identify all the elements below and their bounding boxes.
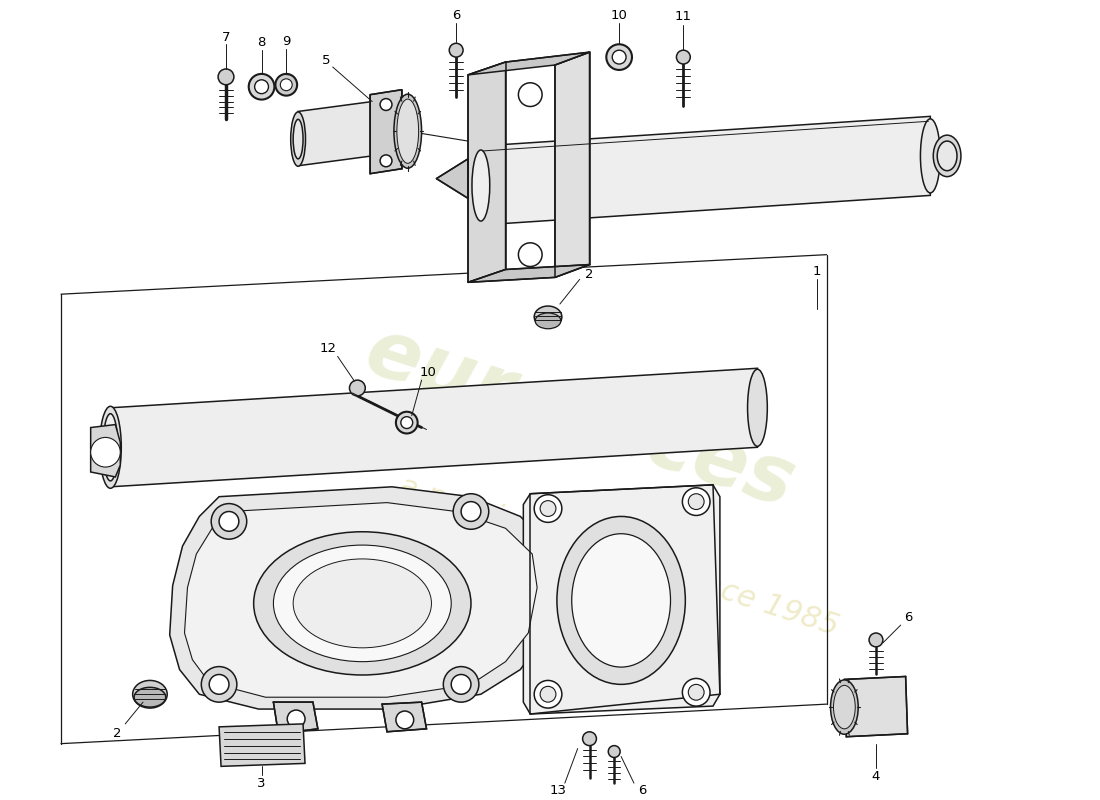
Polygon shape — [437, 159, 468, 198]
Ellipse shape — [748, 370, 768, 446]
Ellipse shape — [830, 680, 858, 734]
Circle shape — [443, 666, 478, 702]
Ellipse shape — [536, 313, 561, 329]
Polygon shape — [382, 702, 427, 732]
Circle shape — [287, 710, 305, 728]
Ellipse shape — [133, 681, 167, 708]
Text: 6: 6 — [638, 783, 646, 797]
Polygon shape — [524, 485, 719, 714]
Polygon shape — [554, 52, 590, 278]
Ellipse shape — [100, 406, 121, 488]
Circle shape — [540, 501, 556, 517]
Polygon shape — [298, 102, 372, 166]
Text: 7: 7 — [222, 31, 230, 44]
Circle shape — [209, 674, 229, 694]
Circle shape — [249, 74, 274, 99]
Ellipse shape — [469, 145, 493, 226]
Circle shape — [518, 82, 542, 106]
Polygon shape — [845, 677, 908, 737]
Ellipse shape — [557, 517, 685, 684]
Circle shape — [608, 746, 620, 758]
Ellipse shape — [274, 545, 451, 662]
Circle shape — [453, 494, 488, 530]
Circle shape — [396, 412, 418, 434]
Text: 13: 13 — [549, 783, 566, 797]
Circle shape — [350, 380, 365, 396]
Text: 9: 9 — [282, 35, 290, 48]
Polygon shape — [90, 425, 120, 477]
Ellipse shape — [394, 94, 421, 168]
Polygon shape — [468, 52, 590, 75]
Circle shape — [583, 732, 596, 746]
Text: a passion for parts since 1985: a passion for parts since 1985 — [395, 471, 843, 641]
Ellipse shape — [472, 150, 490, 221]
Text: 3: 3 — [257, 777, 266, 790]
Circle shape — [676, 50, 691, 64]
Ellipse shape — [535, 306, 562, 328]
Text: 2: 2 — [585, 268, 594, 281]
Text: 1: 1 — [813, 265, 821, 278]
Circle shape — [682, 488, 710, 515]
Circle shape — [218, 69, 234, 85]
Circle shape — [280, 79, 293, 90]
Circle shape — [451, 674, 471, 694]
Circle shape — [219, 511, 239, 531]
Circle shape — [535, 681, 562, 708]
Text: 6: 6 — [452, 9, 460, 22]
Circle shape — [535, 494, 562, 522]
Circle shape — [606, 44, 632, 70]
Circle shape — [90, 438, 120, 467]
Circle shape — [682, 678, 710, 706]
Ellipse shape — [134, 687, 166, 707]
Circle shape — [275, 74, 297, 96]
Polygon shape — [219, 724, 305, 766]
Polygon shape — [169, 487, 554, 709]
Polygon shape — [371, 90, 402, 174]
Circle shape — [381, 98, 392, 110]
Circle shape — [396, 711, 414, 729]
Text: 4: 4 — [872, 770, 880, 782]
Ellipse shape — [254, 532, 471, 675]
Circle shape — [400, 417, 412, 429]
Circle shape — [689, 494, 704, 510]
Polygon shape — [110, 368, 758, 487]
Circle shape — [449, 43, 463, 57]
Ellipse shape — [294, 559, 431, 648]
Ellipse shape — [933, 135, 961, 177]
Text: 6: 6 — [904, 610, 913, 624]
Text: 12: 12 — [319, 342, 337, 355]
Circle shape — [254, 80, 268, 94]
Polygon shape — [185, 502, 537, 698]
Polygon shape — [274, 702, 318, 734]
Ellipse shape — [103, 414, 118, 481]
Text: 2: 2 — [113, 727, 122, 740]
Circle shape — [613, 50, 626, 64]
Text: 5: 5 — [321, 54, 330, 66]
Polygon shape — [468, 265, 590, 282]
Text: 10: 10 — [420, 366, 437, 378]
Ellipse shape — [294, 119, 302, 159]
Text: eurofaces: eurofaces — [355, 311, 804, 524]
Ellipse shape — [834, 686, 855, 729]
Circle shape — [201, 666, 236, 702]
Circle shape — [869, 633, 883, 647]
Circle shape — [540, 686, 556, 702]
Circle shape — [518, 243, 542, 266]
Text: 10: 10 — [610, 9, 628, 22]
Ellipse shape — [921, 119, 940, 193]
Circle shape — [689, 684, 704, 700]
Circle shape — [211, 504, 246, 539]
Text: 11: 11 — [675, 10, 692, 23]
Circle shape — [381, 155, 392, 166]
Polygon shape — [481, 116, 931, 225]
Text: 8: 8 — [257, 36, 266, 49]
Ellipse shape — [290, 112, 306, 166]
Circle shape — [461, 502, 481, 522]
Ellipse shape — [572, 534, 671, 667]
Polygon shape — [468, 62, 506, 282]
Ellipse shape — [397, 99, 419, 163]
Ellipse shape — [937, 141, 957, 170]
